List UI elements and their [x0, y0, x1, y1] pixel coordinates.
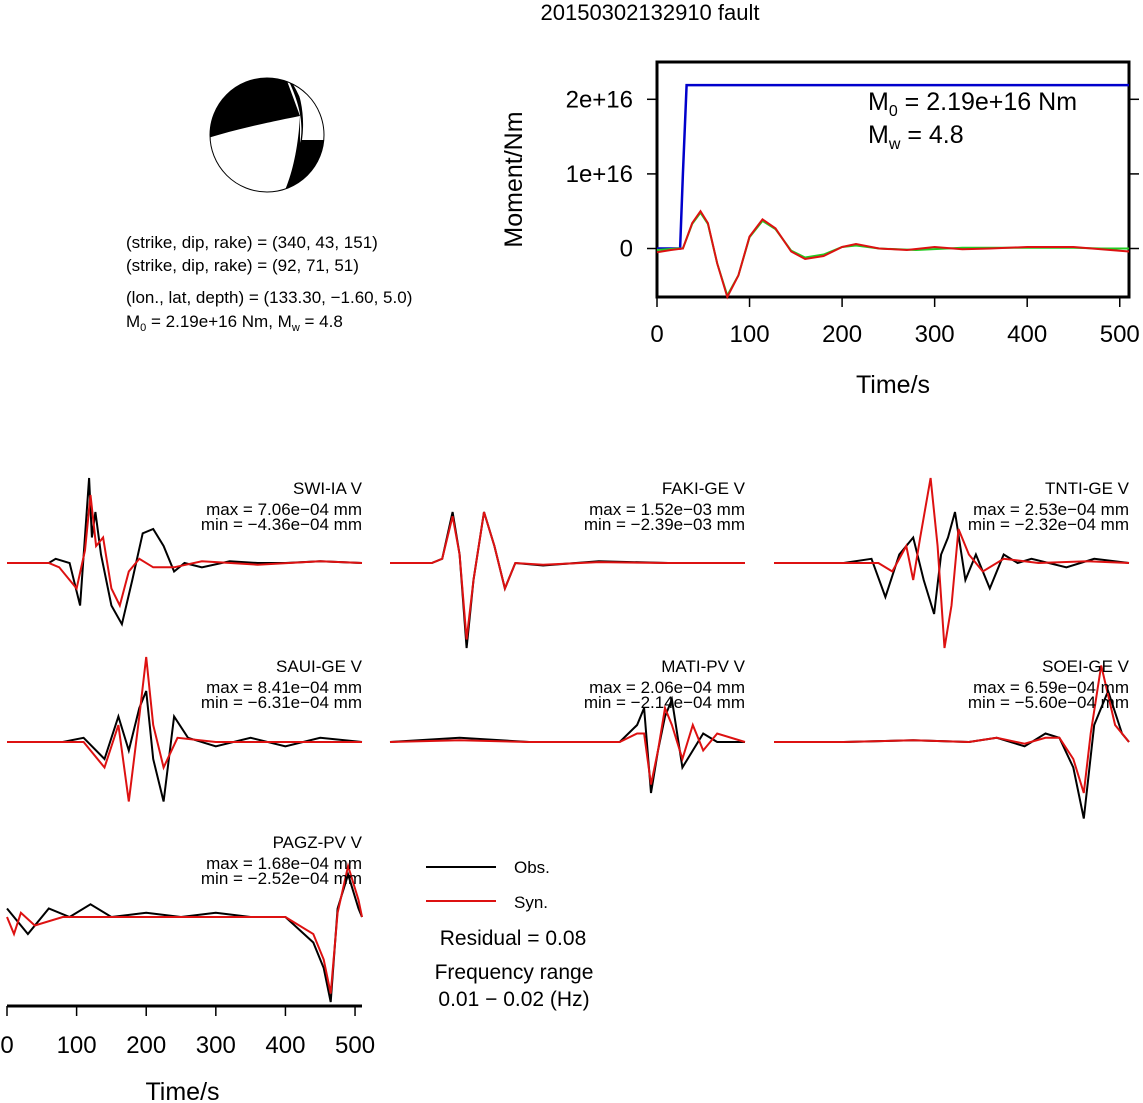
max-amplitude-label: max = 1.68e−04 mm [206, 854, 362, 873]
observed-trace [774, 511, 1130, 615]
station-label: FAKI-GE V [662, 479, 746, 498]
max-amplitude-label: max = 2.06e−04 mm [589, 678, 745, 697]
observed-trace [7, 477, 363, 627]
legend-obs-label: Obs. [514, 858, 550, 877]
synthetic-trace [774, 665, 1130, 794]
observed-trace [7, 690, 363, 802]
moment-x-tick-label-5: 500 [1100, 321, 1140, 348]
solution-2-text: (strike, dip, rake) = (92, 71, 51) [126, 256, 359, 275]
synthetic-trace [7, 656, 362, 802]
max-amplitude-label: max = 1.52e−03 mm [589, 500, 745, 519]
frequency-value: 0.01 − 0.02 (Hz) [438, 988, 589, 1011]
moment-y-tick-label-0: 0 [620, 236, 633, 263]
moment-series-line-1 [656, 210, 1129, 299]
moment-x-tick-label-0: 0 [650, 321, 663, 348]
station-label: SAUI-GE V [276, 657, 363, 676]
moment-x-axis-label: Time/s [856, 371, 930, 399]
moment-annotation-mw: Mw = 4.8 [868, 121, 964, 153]
legend: Obs. Syn. Residual = 0.08 Frequency rang… [426, 858, 593, 1011]
min-amplitude-label: min = −5.60e−04 mm [968, 693, 1129, 712]
max-amplitude-label: max = 8.41e−04 mm [206, 678, 362, 697]
moment-annotation-m0: M0 = 2.19e+16 Nm [868, 88, 1077, 120]
station-label: PAGZ-PV V [273, 833, 363, 852]
moment-x-tick-label-4: 400 [1007, 321, 1047, 348]
figure-title: 20150302132910 fault [541, 0, 760, 25]
moment-plot-frame [655, 60, 1131, 299]
min-amplitude-label: min = −2.39e−03 mm [584, 515, 745, 534]
moment-annotation-mw-part: w [888, 136, 901, 153]
station-label: SWI-IA V [293, 479, 363, 498]
max-amplitude-label: max = 2.53e−04 mm [973, 500, 1129, 519]
moment-y-tick-label-2: 2e+16 [566, 86, 633, 113]
max-amplitude-label: max = 6.59e−04 mm [973, 678, 1129, 697]
location-text: (lon., lat, depth) = (133.30, −1.60, 5.0… [126, 288, 412, 307]
max-amplitude-label: max = 7.06e−04 mm [206, 500, 362, 519]
synthetic-trace [6, 862, 363, 994]
moment-x-tick-label-2: 200 [822, 321, 862, 348]
legend-syn-label: Syn. [514, 893, 548, 912]
synthetic-trace [7, 494, 363, 609]
observed-trace [6, 871, 363, 1003]
moment-x-tick-label-1: 100 [730, 321, 770, 348]
waveform-x-tick-label-2: 200 [126, 1032, 166, 1059]
residual-text: Residual = 0.08 [440, 927, 587, 950]
min-amplitude-label: min = −2.32e−04 mm [968, 515, 1129, 534]
waveform-x-tick-label-1: 100 [57, 1032, 97, 1059]
moment-annotation-mw-part: M [868, 121, 889, 149]
beachball [209, 77, 325, 193]
moment-annotation-m0-part: M [868, 88, 889, 116]
waveform-x-tick-label-4: 400 [265, 1032, 305, 1059]
synthetic-trace [390, 511, 745, 640]
moment-x-tick-label-3: 300 [915, 321, 955, 348]
waveform-x-tick-label-5: 500 [335, 1032, 375, 1059]
synthetic-trace [774, 477, 1130, 649]
waveform-x-tick-label-0: 0 [0, 1032, 13, 1059]
waveform-x-tick-label-3: 300 [196, 1032, 236, 1059]
synthetic-trace [389, 704, 746, 785]
station-label: MATI-PV V [661, 657, 745, 676]
moment-annotation-m0-part: 0 [889, 103, 898, 120]
solution-1-text: (strike, dip, rake) = (340, 43, 151) [126, 233, 378, 252]
moment-text: M0 = 2.19e+16 Nm, Mw = 4.8 [126, 312, 343, 334]
moment-plot: 0 100 200 300 400 500 0 1e+16 2e+16 Time/s Moment/… [500, 60, 1140, 399]
moment-y-axis-label: Moment/Nm [500, 111, 528, 247]
min-amplitude-label: min = −6.31e−04 mm [201, 693, 362, 712]
observed-trace [389, 695, 745, 794]
station-label: SOEI-GE V [1042, 657, 1130, 676]
moment-annotation-mw-part: = 4.8 [900, 121, 963, 149]
min-amplitude-label: min = −4.36e−04 mm [201, 515, 362, 534]
frequency-label: Frequency range [435, 961, 594, 984]
moment-y-tick-label-1: 1e+16 [566, 161, 633, 188]
moment-series-line-2 [656, 209, 1130, 300]
station-label: TNTI-GE V [1045, 479, 1130, 498]
waveform-time-axis: 0 100 200 300 400 500 Time/s [0, 1004, 375, 1103]
min-amplitude-label: min = −2.14e−04 mm [584, 693, 745, 712]
min-amplitude-label: min = −2.52e−04 mm [201, 869, 362, 888]
waveform-x-axis-label: Time/s [145, 1078, 219, 1103]
moment-annotation-m0-part: = 2.19e+16 Nm [898, 88, 1077, 116]
